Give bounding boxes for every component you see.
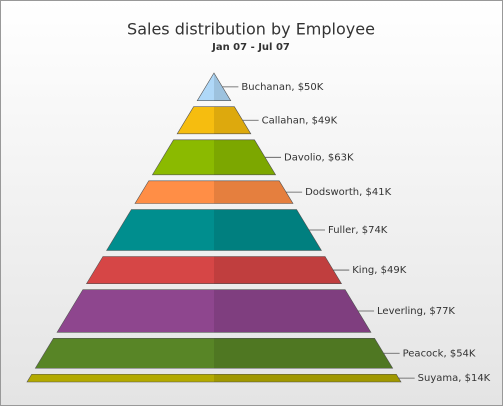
pyramid-segment bbox=[106, 209, 322, 251]
segment-shade bbox=[214, 374, 401, 382]
segment-shade bbox=[214, 180, 293, 204]
chart-title: Sales distribution by Employee bbox=[127, 20, 375, 39]
segment-shade bbox=[214, 106, 251, 134]
segment-shade bbox=[214, 289, 371, 333]
data-label: King, $49K bbox=[352, 265, 406, 276]
chart-subtitle: Jan 07 - Jul 07 bbox=[211, 42, 290, 53]
data-label: Leverling, $77K bbox=[377, 306, 455, 317]
segment-shade bbox=[214, 256, 342, 284]
pyramid-segment bbox=[26, 373, 402, 383]
data-label: Fuller, $74K bbox=[328, 225, 388, 236]
pyramid-segment bbox=[34, 338, 394, 369]
segment-shade bbox=[214, 209, 322, 251]
pyramid-segment bbox=[151, 139, 277, 176]
pyramid-segment bbox=[176, 106, 252, 135]
pyramid-segment bbox=[134, 180, 294, 204]
data-label: Dodsworth, $41K bbox=[305, 187, 391, 198]
pyramid-segment bbox=[85, 256, 343, 284]
segment-shade bbox=[214, 338, 393, 369]
data-label: Suyama, $14K bbox=[418, 373, 491, 384]
data-label: Davolio, $63K bbox=[284, 152, 354, 163]
data-label: Buchanan, $50K bbox=[241, 82, 323, 93]
segment-shade bbox=[214, 139, 276, 175]
data-label: Callahan, $49K bbox=[262, 115, 338, 126]
segment-shade bbox=[214, 73, 231, 101]
data-label: Peacock, $54K bbox=[403, 348, 476, 359]
pyramid-segment bbox=[56, 289, 372, 333]
